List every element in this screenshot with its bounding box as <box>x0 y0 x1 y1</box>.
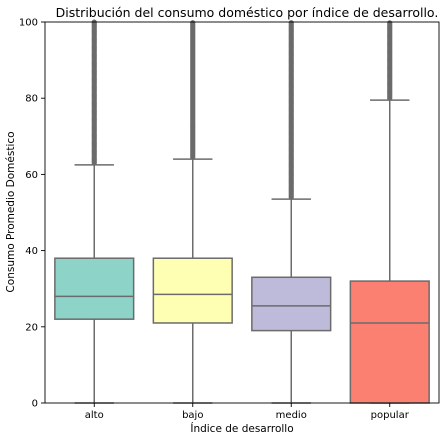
x-axis: alto bajo medio popular <box>85 403 410 421</box>
y-tick-label: 60 <box>25 170 38 181</box>
x-axis-label: Índice de desarrollo <box>190 422 293 435</box>
plot-area <box>54 19 430 404</box>
outlier-point <box>190 20 196 26</box>
box-body <box>349 280 430 404</box>
outliers-popular <box>387 20 393 101</box>
outlier-point <box>387 20 393 26</box>
y-axis: 0 20 40 60 80 100 <box>19 18 45 410</box>
outliers-medio <box>288 20 294 200</box>
chart-title: Distribución del consumo doméstico por í… <box>56 5 439 20</box>
y-tick-label: 100 <box>19 18 38 29</box>
box-body <box>54 257 135 320</box>
outliers-alto <box>91 19 97 166</box>
outliers-bajo <box>190 20 196 160</box>
axes-frame <box>44 21 440 404</box>
box-popular <box>349 20 430 404</box>
box-bajo <box>152 20 233 404</box>
y-tick-label: 0 <box>32 399 38 410</box>
y-tick-label: 80 <box>25 94 38 105</box>
box-body <box>152 257 233 324</box>
y-tick-label: 40 <box>25 246 38 257</box>
box-alto <box>54 19 135 404</box>
y-axis-label: Consumo Promedio Doméstico <box>5 131 17 292</box>
x-tick-label-popular: popular <box>371 410 410 421</box>
box-body <box>251 276 332 332</box>
x-tick-label-bajo: bajo <box>182 410 203 421</box>
y-tick-label: 20 <box>25 322 38 333</box>
x-tick-label-alto: alto <box>85 410 104 421</box>
outlier-point <box>288 20 294 26</box>
box-medio <box>251 20 332 404</box>
x-tick-label-medio: medio <box>276 410 307 421</box>
